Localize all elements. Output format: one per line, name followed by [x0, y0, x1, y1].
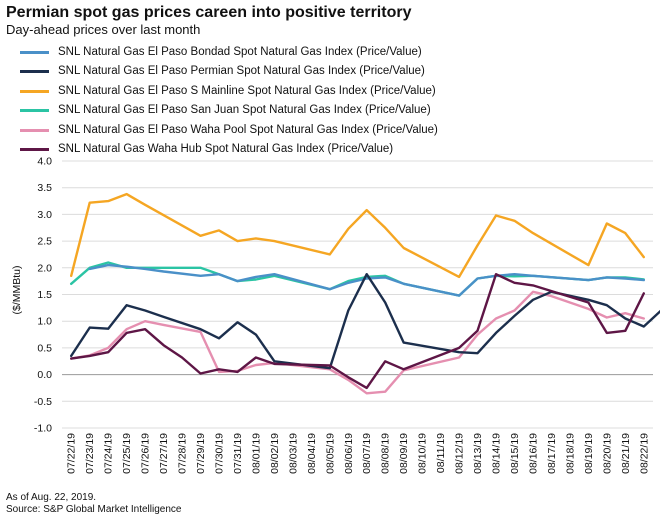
x-tick-label: 08/14/19: [491, 433, 503, 474]
x-tick-label: 08/08/19: [380, 433, 392, 474]
series-line-1: [69, 273, 660, 370]
x-tick-label: 08/19/19: [583, 433, 595, 474]
x-tick-label: 08/13/19: [472, 433, 484, 474]
y-tick-label: 2.5: [37, 236, 52, 248]
x-tick-label: 08/02/19: [269, 433, 281, 474]
source-note: Source: S&P Global Market Intelligence: [6, 504, 182, 515]
x-tick-label: 08/04/19: [306, 433, 318, 474]
legend-label-permian: SNL Natural Gas El Paso Permian Spot Nat…: [58, 65, 425, 78]
x-tick-label: 07/27/19: [158, 433, 170, 474]
x-tick-label: 08/21/19: [620, 433, 632, 474]
legend-label-s-mainline: SNL Natural Gas El Paso S Mainline Spot …: [58, 84, 436, 97]
y-tick-label: -1.0: [34, 423, 52, 435]
legend-label-san-juan: SNL Natural Gas El Paso San Juan Spot Na…: [58, 104, 431, 117]
series-line-0: [88, 263, 645, 297]
x-tick-label: 07/28/19: [177, 433, 189, 474]
y-tick-label: 1.5: [37, 289, 52, 301]
chart-title: Permian spot gas prices careen into posi…: [6, 4, 412, 21]
x-axis-tick-labels: 07/22/19 07/23/19 07/24/19 07/25/19 07/26/19…: [66, 433, 651, 474]
legend-swatch-s-mainline: [20, 89, 49, 93]
legend-swatch-waha-pool: [20, 128, 49, 132]
x-tick-label: 07/30/19: [213, 433, 225, 474]
y-axis-tick-labels: 4.0 3.5 3.0 2.5 2.0 1.5 1.0 0.5 0.0 -0.5 -1.0: [34, 156, 52, 435]
y-tick-label: 3.5: [37, 182, 52, 194]
legend-label-waha-pool: SNL Natural Gas El Paso Waha Pool Spot N…: [58, 123, 438, 136]
x-tick-label: 08/09/19: [398, 433, 410, 474]
y-tick-label: 1.0: [37, 316, 52, 328]
series-line-5: [69, 273, 645, 390]
legend-swatch-permian: [20, 70, 49, 74]
legend-swatch-san-juan: [20, 109, 49, 113]
x-tick-label: 08/20/19: [601, 433, 613, 474]
y-tick-label: 4.0: [37, 156, 52, 168]
series-line-4: [69, 290, 645, 395]
legend-label-bondad: SNL Natural Gas El Paso Bondad Spot Natu…: [58, 46, 422, 58]
x-tick-label: 07/29/19: [195, 433, 207, 474]
x-tick-label: 08/12/19: [454, 433, 466, 474]
legend-label-waha-hub: SNL Natural Gas Waha Hub Spot Natural Ga…: [58, 142, 394, 155]
y-axis-label: ($/MMBtu): [11, 265, 23, 314]
chart-series-lines: [69, 192, 660, 395]
x-tick-label: 08/17/19: [546, 433, 558, 474]
x-tick-label: 08/22/19: [638, 433, 650, 474]
x-tick-label: 07/24/19: [103, 433, 115, 474]
x-tick-label: 07/26/19: [140, 433, 152, 474]
x-tick-label: 08/06/19: [343, 433, 355, 474]
x-tick-label: 08/11/19: [435, 433, 447, 473]
y-tick-label: 2.0: [37, 262, 52, 274]
x-tick-label: 08/15/19: [509, 433, 521, 474]
legend-swatch-bondad: [20, 51, 49, 54]
footnote: As of Aug. 22, 2019.: [6, 492, 97, 503]
line-chart: 4.0 3.5 3.0 2.5 2.0 1.5 1.0 0.5 0.0 -0.5 -1.0 07/2…: [11, 156, 660, 474]
y-tick-label: -0.5: [34, 396, 52, 408]
x-tick-label: 08/05/19: [324, 433, 336, 474]
x-tick-label: 08/07/19: [361, 433, 373, 474]
x-tick-label: 08/10/19: [417, 433, 429, 474]
x-tick-label: 07/31/19: [232, 433, 244, 474]
x-tick-label: 08/16/19: [527, 433, 539, 474]
x-tick-label: 07/25/19: [121, 433, 133, 474]
x-tick-label: 08/01/19: [250, 433, 262, 474]
chart-subtitle: Day-ahead prices over last month: [6, 22, 201, 37]
y-tick-label: 0.5: [37, 342, 52, 354]
legend-swatch-waha-hub: [20, 147, 49, 151]
x-tick-label: 08/18/19: [564, 433, 576, 474]
x-tick-label: 08/03/19: [287, 433, 299, 474]
y-tick-label: 3.0: [37, 209, 52, 221]
y-tick-label: 0.0: [37, 369, 52, 381]
x-tick-label: 07/22/19: [66, 433, 78, 474]
x-tick-label: 07/23/19: [84, 433, 96, 474]
series-line-2: [69, 192, 645, 279]
